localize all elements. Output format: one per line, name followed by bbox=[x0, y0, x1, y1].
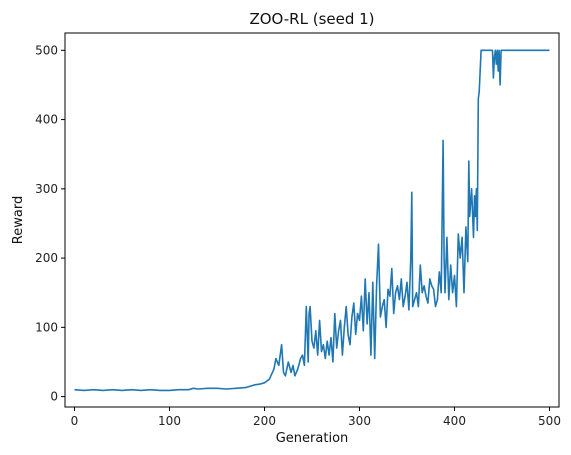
x-tick-label: 400 bbox=[443, 414, 466, 428]
y-tick-label: 100 bbox=[35, 320, 58, 334]
reward-line bbox=[74, 49, 550, 392]
x-tick-label: 100 bbox=[158, 414, 181, 428]
series-layer bbox=[74, 49, 550, 392]
y-tick-label: 200 bbox=[35, 251, 58, 265]
y-axis-label: Reward bbox=[11, 196, 26, 244]
y-tick-label: 300 bbox=[35, 182, 58, 196]
plot-area-frame bbox=[64, 32, 560, 408]
x-tick-label: 0 bbox=[71, 414, 79, 428]
x-tick-label: 200 bbox=[253, 414, 276, 428]
chart-title: ZOO-RL (seed 1) bbox=[249, 10, 374, 28]
y-tick-label: 0 bbox=[50, 390, 58, 404]
axis-ticks: 0 100 200 300 400 500 0 100 200 300 400 500 bbox=[35, 43, 561, 428]
x-tick-label: 300 bbox=[348, 414, 371, 428]
y-tick-label: 500 bbox=[35, 43, 58, 57]
x-tick-label: 500 bbox=[538, 414, 561, 428]
x-axis-label: Generation bbox=[276, 431, 349, 446]
y-tick-label: 400 bbox=[35, 113, 58, 127]
